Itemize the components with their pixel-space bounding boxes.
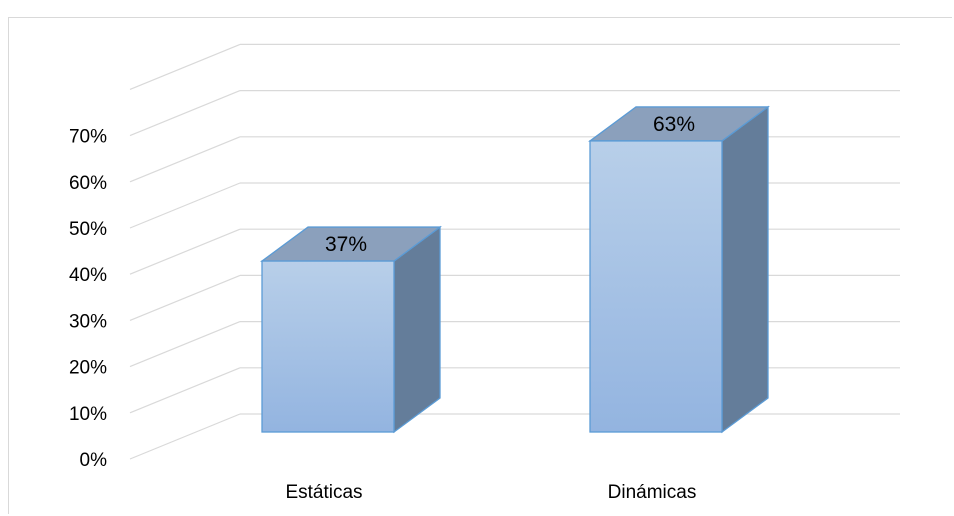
gridline-diagonal (129, 136, 241, 183)
bars (260, 105, 770, 434)
data-label: 37% (325, 233, 367, 256)
y-tick-label: 50% (69, 219, 107, 240)
data-label: 63% (653, 113, 695, 136)
gridlines (129, 43, 900, 460)
x-axis: Estáticas Dinámicas (285, 482, 696, 503)
gridline-diagonal (129, 367, 241, 414)
y-tick-label: 30% (69, 311, 107, 332)
gridline-diagonal (129, 43, 241, 90)
x-category-label: Estáticas (285, 482, 362, 503)
gridline-diagonal (129, 413, 241, 460)
bar (588, 105, 770, 434)
y-tick-label: 60% (69, 173, 107, 194)
gridline-diagonal (129, 321, 241, 368)
y-tick-label: 0% (80, 450, 108, 471)
gridline-diagonal (129, 90, 241, 137)
bar-front (589, 140, 723, 433)
data-labels: 37% 63% (325, 113, 695, 256)
gridline-diagonal (129, 182, 241, 229)
gridline-diagonal (129, 228, 241, 275)
y-tick-label: 10% (69, 404, 107, 425)
bar (260, 225, 442, 434)
bar-side (393, 225, 441, 434)
x-category-label: Dinámicas (608, 482, 697, 503)
y-tick-label: 70% (69, 127, 107, 148)
y-tick-label: 20% (69, 358, 107, 379)
y-axis: 0% 10% 20% 30% 40% 50% 60% 70% (69, 127, 107, 471)
bar-side (721, 105, 769, 434)
gridline-diagonal (129, 274, 241, 321)
chart-area (8, 17, 952, 514)
y-tick-label: 40% (69, 265, 107, 286)
bar-front (261, 260, 395, 433)
